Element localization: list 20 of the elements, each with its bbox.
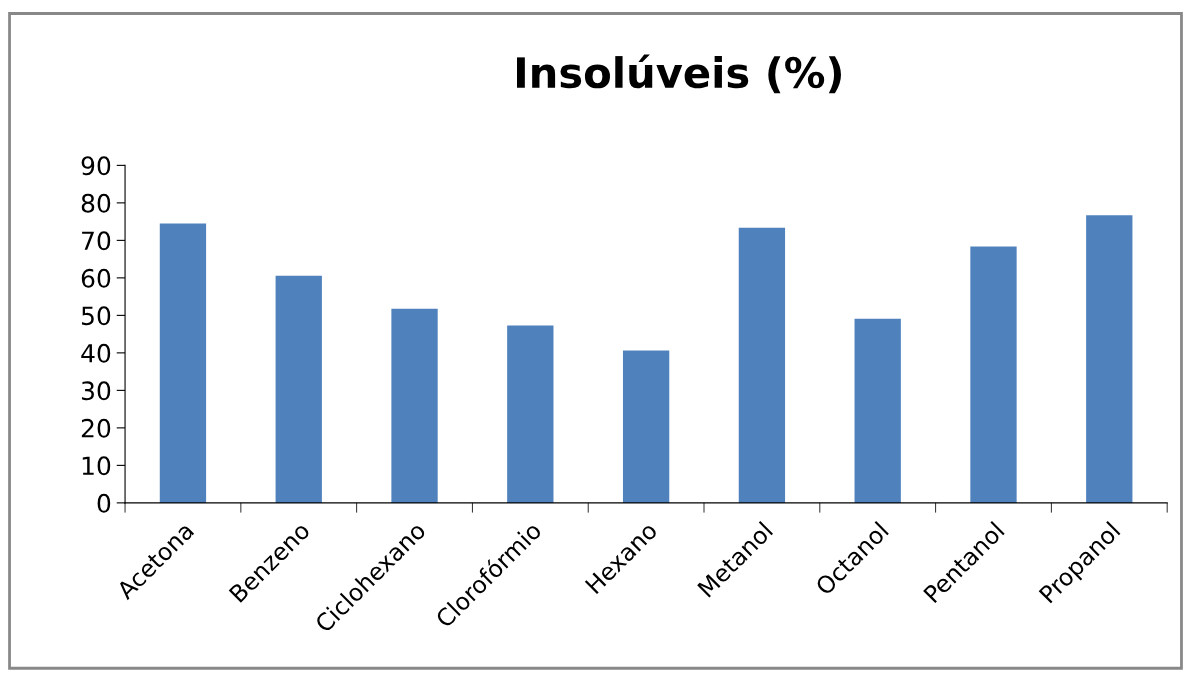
bar bbox=[1086, 215, 1133, 503]
y-tick-label: 0 bbox=[97, 493, 111, 513]
y-tick-label: 50 bbox=[81, 306, 111, 326]
y-tick-label: 90 bbox=[81, 156, 111, 176]
bar bbox=[738, 227, 786, 503]
y-tick-label: 20 bbox=[81, 418, 111, 438]
bar bbox=[970, 246, 1017, 503]
y-tick-label: 70 bbox=[82, 231, 111, 251]
bar bbox=[275, 275, 322, 503]
y-tick-label: 80 bbox=[81, 193, 111, 213]
bar bbox=[391, 308, 438, 503]
y-tick-label: 10 bbox=[82, 456, 111, 476]
y-tick-label: 30 bbox=[81, 381, 111, 401]
bar bbox=[854, 318, 901, 503]
bar bbox=[507, 325, 554, 503]
y-tick-label: 40 bbox=[81, 343, 111, 363]
y-tick-label: 60 bbox=[81, 268, 111, 288]
bar bbox=[159, 223, 207, 503]
chart-title: Insolúveis (%) bbox=[517, 54, 841, 94]
bar bbox=[622, 350, 670, 503]
